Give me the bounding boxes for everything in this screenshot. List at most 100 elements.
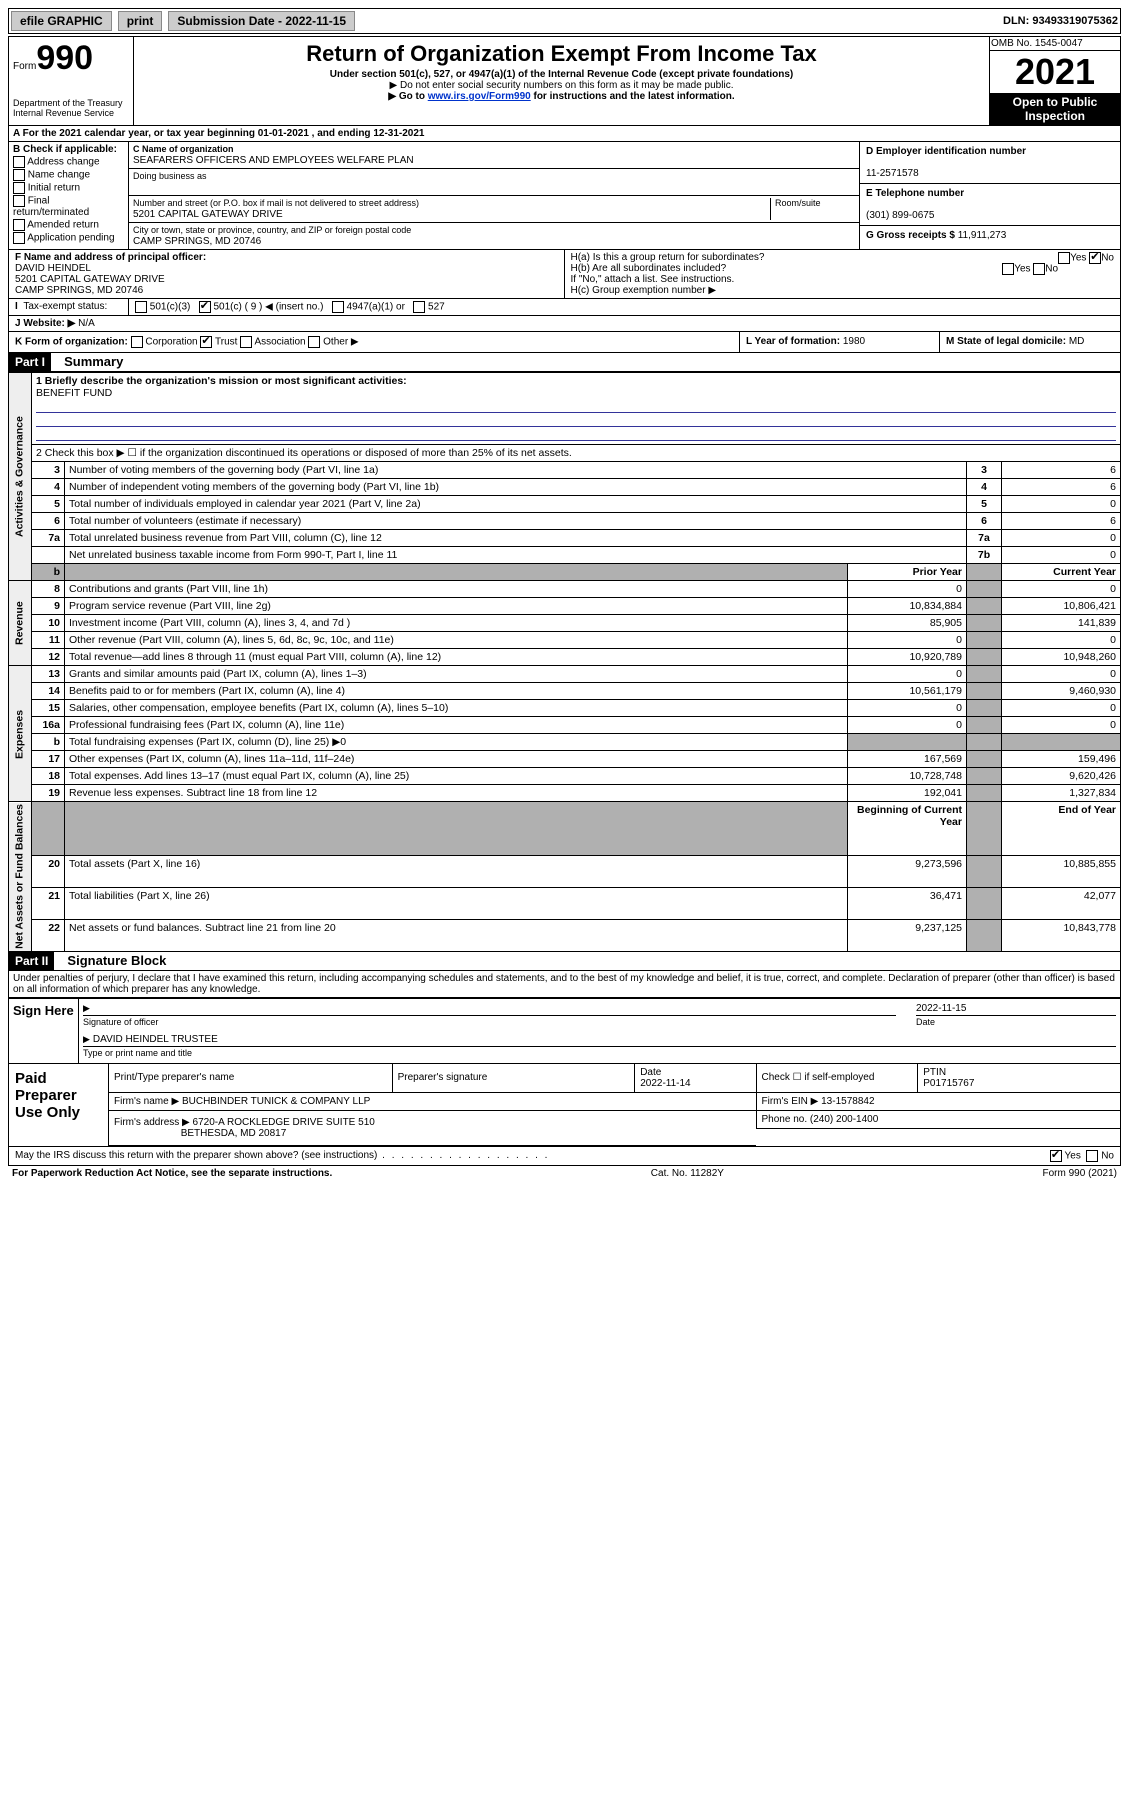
org-name-label: C Name of organization [133, 144, 234, 154]
exp-row-16b: bTotal fundraising expenses (Part IX, co… [9, 734, 1121, 751]
hc-label: H(c) Group exemption number ▶ [571, 285, 1115, 296]
city-state-zip: CAMP SPRINGS, MD 20746 [133, 236, 261, 247]
beg-year-header: Beginning of Current Year [848, 802, 967, 856]
cb-name-change[interactable]: Name change [13, 169, 124, 181]
officer-addr2: CAMP SPRINGS, MD 20746 [15, 285, 143, 296]
na-row-22: 22Net assets or fund balances. Subtract … [9, 920, 1121, 952]
sig-officer-label: Signature of officer [83, 1017, 158, 1027]
form-org-label: K Form of organization: [15, 337, 128, 348]
row-a-period: A For the 2021 calendar year, or tax yea… [8, 126, 1121, 142]
sig-date-label: Date [916, 1017, 935, 1027]
room-label: Room/suite [775, 198, 821, 208]
ein-label: D Employer identification number [866, 146, 1026, 157]
cb-501c[interactable]: 501(c) ( 9 ) ◀ (insert no.) [213, 302, 323, 313]
row-fh: F Name and address of principal officer:… [8, 250, 1121, 299]
cb-address-change[interactable]: Address change [13, 156, 124, 168]
exp-row-17: 17Other expenses (Part IX, column (A), l… [9, 751, 1121, 768]
phone-value: (301) 899-0675 [866, 210, 934, 221]
cb-trust[interactable]: Trust [215, 337, 237, 348]
hb-no[interactable]: No [1045, 264, 1058, 275]
row-j-website: J Website: ▶ N/A [8, 316, 1121, 332]
officer-name: DAVID HEINDEL [15, 263, 91, 274]
discuss-yes[interactable]: Yes [1065, 1151, 1081, 1162]
sign-here-block: Sign Here Signature of officer 2022-11-1… [8, 998, 1121, 1064]
cb-527[interactable]: 527 [428, 302, 445, 313]
officer-label: F Name and address of principal officer: [15, 252, 206, 263]
cb-app-pending[interactable]: Application pending [13, 232, 124, 244]
part1-bar: Part I Summary [8, 353, 1121, 372]
cb-final-return[interactable]: Final return/terminated [13, 195, 124, 218]
year-formation: 1980 [843, 336, 865, 347]
paid-preparer-label: Paid Preparer Use Only [9, 1064, 109, 1147]
hb-yes[interactable]: Yes [1014, 264, 1030, 275]
officer-addr1: 5201 CAPITAL GATEWAY DRIVE [15, 274, 165, 285]
rev-row-12: 12Total revenue—add lines 8 through 11 (… [9, 649, 1121, 666]
two-col-header: bPrior YearCurrent Year [9, 564, 1121, 581]
gov-row-6: 6Total number of volunteers (estimate if… [9, 513, 1121, 530]
preparer-sig-label: Preparer's signature [392, 1064, 635, 1093]
org-name: SEAFARERS OFFICERS AND EMPLOYEES WELFARE… [133, 155, 414, 166]
exp-row-18: 18Total expenses. Add lines 13–17 (must … [9, 768, 1121, 785]
tax-year: 2021 [990, 51, 1120, 93]
cb-other[interactable]: Other ▶ [323, 337, 358, 348]
exp-row-14: 14Benefits paid to or for members (Part … [9, 683, 1121, 700]
officer-typed-name: DAVID HEINDEL TRUSTEE [83, 1034, 1116, 1047]
firm-addr1: 6720-A ROCKLEDGE DRIVE SUITE 510 [193, 1117, 375, 1128]
form-subtitle: Under section 501(c), 527, or 4947(a)(1)… [138, 69, 985, 80]
gov-row-7a: 7aTotal unrelated business revenue from … [9, 530, 1121, 547]
rev-row-9: 9Program service revenue (Part VIII, lin… [9, 598, 1121, 615]
irs-label: Internal Revenue Service [13, 108, 129, 118]
gov-row-7b: Net unrelated business taxable income fr… [9, 547, 1121, 564]
may-discuss-text: May the IRS discuss this return with the… [15, 1150, 549, 1162]
addr-label: Number and street (or P.O. box if mail i… [133, 198, 419, 208]
self-employed-cb[interactable]: Check ☐ if self-employed [756, 1064, 918, 1093]
form-header: Form990 Department of the Treasury Inter… [8, 36, 1121, 126]
typed-name-label: Type or print name and title [83, 1048, 192, 1058]
exp-row-15: 15Salaries, other compensation, employee… [9, 700, 1121, 717]
discuss-no[interactable]: No [1101, 1151, 1114, 1162]
cat-no: Cat. No. 11282Y [651, 1168, 724, 1179]
firm-ein: 13-1578842 [821, 1096, 874, 1107]
cb-assoc[interactable]: Association [254, 337, 305, 348]
irs-form990-link[interactable]: www.irs.gov/Form990 [428, 91, 531, 102]
ha-no[interactable]: No [1101, 253, 1114, 264]
exp-row-19: 19Revenue less expenses. Subtract line 1… [9, 785, 1121, 802]
ha-label: H(a) Is this a group return for subordin… [571, 252, 765, 263]
cb-501c3[interactable]: 501(c)(3) [150, 302, 191, 313]
part2-label: Part II [9, 952, 54, 970]
website-value: N/A [78, 318, 95, 329]
cb-4947[interactable]: 4947(a)(1) or [347, 302, 405, 313]
ha-yes[interactable]: Yes [1070, 253, 1086, 264]
ptin-value: P01715767 [923, 1078, 974, 1089]
row-klm: K Form of organization: Corporation Trus… [8, 332, 1121, 353]
col-c: C Name of organization SEAFARERS OFFICER… [129, 142, 860, 249]
paid-preparer-block: Paid Preparer Use Only Print/Type prepar… [8, 1064, 1121, 1148]
submission-date: Submission Date - 2022-11-15 [168, 11, 355, 31]
print-button[interactable]: print [118, 11, 163, 31]
line2: 2 Check this box ▶ ☐ if the organization… [32, 445, 1121, 462]
form-number: 990 [36, 39, 93, 77]
efile-button[interactable]: efile GRAPHIC [11, 11, 112, 31]
city-label: City or town, state or province, country… [133, 225, 411, 235]
ptin-label: PTIN [923, 1067, 946, 1078]
domicile: MD [1069, 336, 1085, 347]
ssn-warning: ▶ Do not enter social security numbers o… [138, 80, 985, 91]
dba-label: Doing business as [133, 171, 207, 181]
cb-amended-return[interactable]: Amended return [13, 219, 124, 231]
na-row-21: 21Total liabilities (Part X, line 26)36,… [9, 888, 1121, 920]
website-instruction: ▶ Go to www.irs.gov/Form990 for instruct… [138, 91, 985, 102]
cb-corp[interactable]: Corporation [145, 337, 197, 348]
firm-name-label: Firm's name ▶ [114, 1096, 179, 1107]
gross-receipts-value: 11,911,273 [958, 230, 1007, 241]
penalty-text: Under penalties of perjury, I declare th… [8, 971, 1121, 998]
firm-phone-label: Phone no. [762, 1114, 808, 1125]
gov-row-3: 3Number of voting members of the governi… [9, 462, 1121, 479]
hb-note: If "No," attach a list. See instructions… [571, 274, 1115, 285]
gov-row-4: 4Number of independent voting members of… [9, 479, 1121, 496]
gross-receipts-label: G Gross receipts $ [866, 230, 955, 241]
cb-initial-return[interactable]: Initial return [13, 182, 124, 194]
goto-suffix: for instructions and the latest informat… [531, 91, 735, 102]
footer: For Paperwork Reduction Act Notice, see … [8, 1166, 1121, 1181]
website-label: J Website: ▶ [15, 318, 75, 329]
phone-label: E Telephone number [866, 188, 964, 199]
